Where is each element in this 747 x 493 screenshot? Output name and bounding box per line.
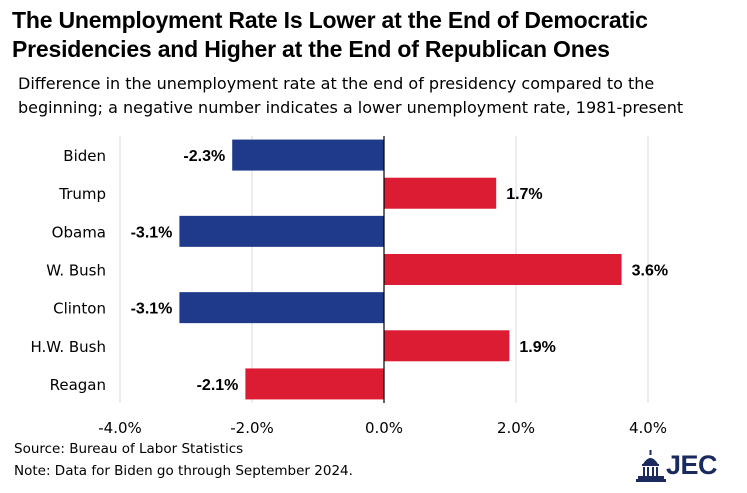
bar (232, 139, 384, 171)
category-label: Obama (52, 223, 106, 241)
data-label: -2.3% (183, 148, 225, 165)
logo-text: JEC (666, 450, 718, 480)
category-label: W. Bush (46, 262, 106, 280)
data-label: 1.9% (519, 339, 555, 356)
data-label: -3.1% (131, 224, 173, 241)
x-tick-label: 0.0% (365, 419, 403, 437)
source-note: Source: Bureau of Labor Statistics (14, 441, 244, 457)
x-tick-label: 2.0% (497, 419, 535, 437)
data-label: -3.1% (131, 301, 173, 318)
category-label: Trump (58, 185, 106, 203)
chart-title: The Unemployment Rate Is Lower at the En… (12, 7, 648, 62)
bar (179, 215, 384, 247)
x-tick-label: -2.0% (230, 419, 274, 437)
category-label: Biden (63, 147, 106, 165)
category-label: Clinton (53, 300, 106, 318)
x-tick-label: -4.0% (98, 419, 142, 437)
data-label: 3.6% (632, 263, 668, 280)
bar (384, 177, 497, 209)
category-label: Reagan (50, 376, 106, 394)
chart-subtitle: Difference in the unemployment rate at t… (18, 74, 684, 117)
bar (384, 254, 622, 285)
bar (179, 292, 384, 324)
bar (245, 368, 384, 400)
category-label: H.W. Bush (30, 338, 106, 356)
bar (384, 330, 510, 362)
data-note: Note: Data for Biden go through Septembe… (14, 463, 353, 479)
jec-logo: JEC (636, 448, 736, 482)
data-label: -2.1% (197, 377, 239, 394)
data-label: 1.7% (506, 186, 542, 203)
capitol-dome-icon (636, 450, 666, 482)
x-tick-label: 4.0% (629, 419, 667, 437)
